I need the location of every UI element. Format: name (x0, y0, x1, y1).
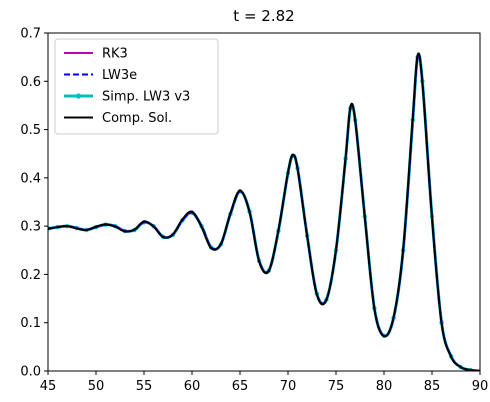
x-tick-label: 60 (184, 379, 201, 394)
x-tick-label: 90 (472, 379, 489, 394)
y-tick-label: 0.4 (20, 171, 41, 186)
y-tick-label: 0.2 (20, 268, 41, 283)
x-tick-label: 65 (232, 379, 249, 394)
y-tick-label: 0.7 (20, 27, 41, 42)
legend-label-rk3: RK3 (102, 47, 128, 62)
x-tick-label: 80 (376, 379, 393, 394)
series-layer (48, 52, 480, 371)
y-tick-label: 0.1 (20, 316, 41, 331)
y-tick-label: 0.5 (20, 123, 41, 138)
x-tick-label: 45 (40, 379, 57, 394)
legend-label-simp-lw3-v3: Simp. LW3 v3 (102, 90, 190, 105)
legend-box (54, 38, 219, 135)
x-axis: 45 50 55 60 65 70 75 80 85 90 (40, 371, 489, 394)
y-tick-label: 0.0 (20, 365, 41, 380)
legend-marker-simp-lw3-v3 (75, 93, 82, 99)
legend-label-comp-sol: Comp. Sol. (102, 111, 172, 126)
y-axis: 0.0 0.1 0.2 0.3 0.4 0.5 0.6 0.7 (20, 27, 48, 380)
y-tick-label: 0.6 (20, 75, 41, 90)
chart-title: t = 2.82 (233, 7, 294, 25)
x-tick-label: 55 (136, 379, 153, 394)
legend: RK3 LW3e Simp. LW3 v3 Comp. Sol. (54, 38, 219, 135)
legend-label-lw3e: LW3e (102, 68, 137, 83)
x-tick-label: 70 (280, 379, 297, 394)
plot-frame (47, 32, 481, 372)
y-tick-label: 0.3 (20, 220, 41, 235)
x-tick-label: 75 (328, 379, 345, 394)
x-tick-label: 50 (88, 379, 105, 394)
series-line-comp-sol (48, 52, 480, 371)
x-tick-label: 85 (424, 379, 441, 394)
